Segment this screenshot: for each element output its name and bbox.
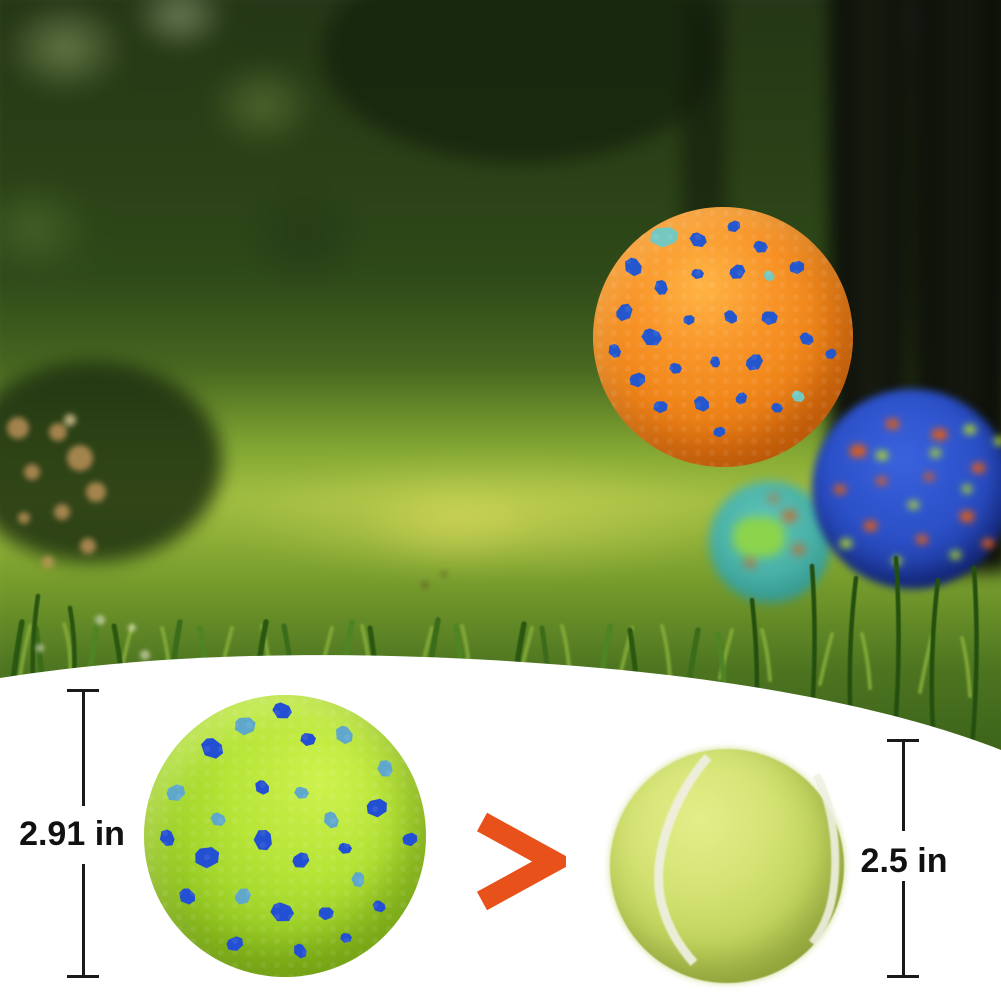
dirt-debris <box>7 414 447 588</box>
ball-spot <box>745 559 755 567</box>
ball-spot <box>886 419 899 429</box>
dimension-cap <box>67 975 99 978</box>
tennis-ball <box>610 749 844 983</box>
photo-scene <box>0 0 1001 780</box>
ball-spot <box>876 477 887 485</box>
orange-ball <box>593 207 853 467</box>
ball-spot <box>793 545 804 554</box>
ball-spot <box>300 733 316 746</box>
ball-spot <box>769 495 778 502</box>
ball-spot <box>864 521 877 531</box>
greater-than-symbol <box>476 812 566 911</box>
ball-spot <box>964 425 976 434</box>
ball-spot <box>834 485 846 494</box>
ball-texture <box>144 695 426 977</box>
ball-spot <box>950 551 961 559</box>
blue-ball <box>812 389 1001 589</box>
ball-spot <box>994 437 1001 445</box>
ball-spot <box>960 511 974 522</box>
ball-spot <box>916 535 928 544</box>
sunlit-grass-patch <box>232 452 752 582</box>
ball-spot <box>982 539 994 548</box>
ball-spot <box>972 463 985 473</box>
dimension-segment <box>902 881 905 977</box>
ball-spot <box>932 429 947 440</box>
ball-spot <box>908 501 919 509</box>
ball-spot <box>876 451 888 460</box>
ball-spot <box>962 485 972 493</box>
ball-spot <box>783 511 796 521</box>
green-ball-product <box>144 695 426 977</box>
ball-spot <box>930 449 941 457</box>
right-measurement-label: 2.5 in <box>860 842 948 880</box>
dimension-segment <box>902 739 905 831</box>
dark-bush <box>0 362 222 562</box>
ball-spot <box>340 933 352 943</box>
ball-spot <box>850 445 866 457</box>
tennis-ball-seams <box>654 754 840 966</box>
ball-spot <box>691 269 704 279</box>
ball-spot <box>924 473 934 481</box>
ball-texture <box>593 207 853 467</box>
left-measurement-label: 2.91 in <box>19 815 125 853</box>
foreground-grass <box>7 414 979 751</box>
dimension-cap <box>887 975 919 978</box>
teal-ball <box>709 481 831 603</box>
ball-spot <box>840 539 852 548</box>
dimension-segment <box>82 864 85 977</box>
dimension-segment <box>82 689 85 806</box>
grass-blades-back <box>18 622 972 698</box>
ball-spot <box>733 517 785 557</box>
